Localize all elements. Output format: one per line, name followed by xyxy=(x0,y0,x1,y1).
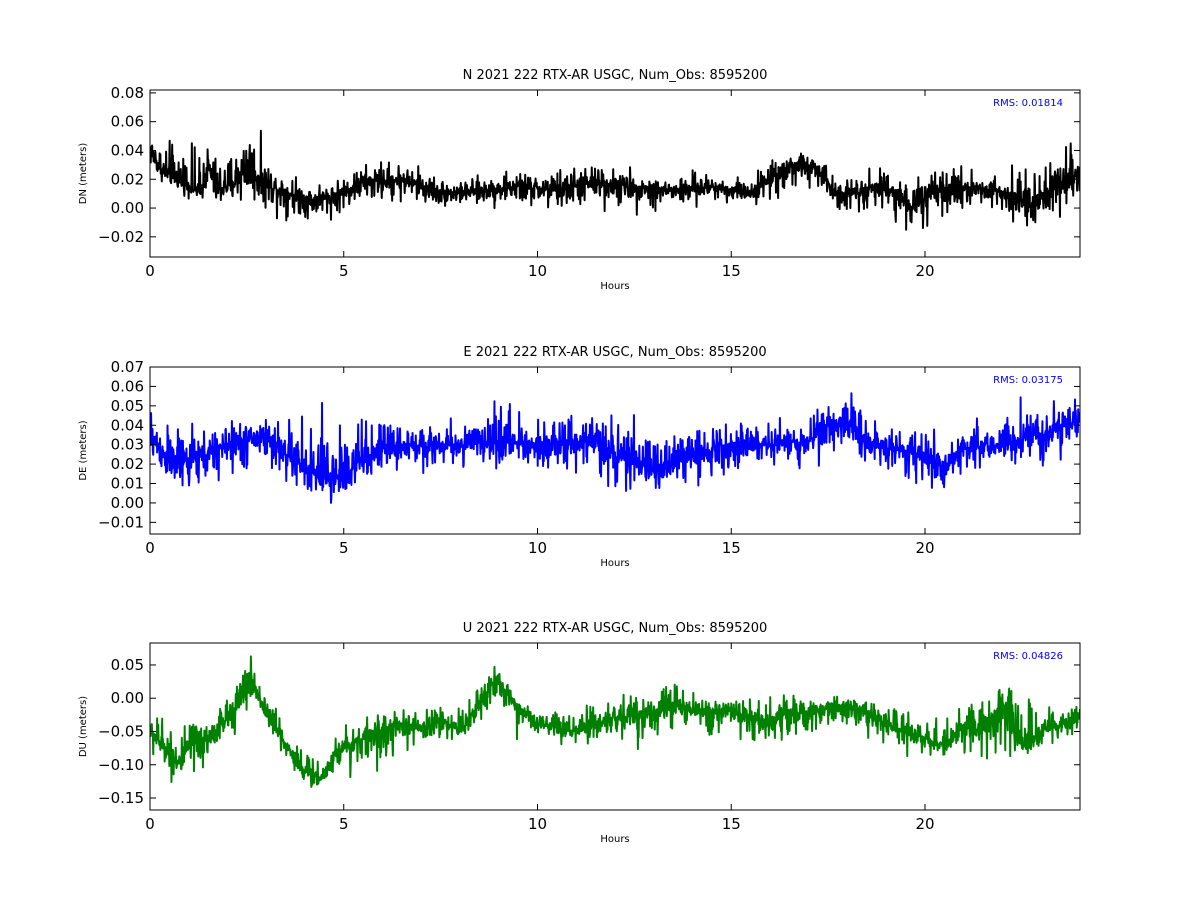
y-tick-label: 0.06 xyxy=(111,113,144,131)
x-tick-label: 15 xyxy=(722,262,741,280)
panel-east-y-axis-label: DE (meters) xyxy=(78,420,89,480)
panel-up-plot xyxy=(150,655,1080,788)
panel-north-frame xyxy=(149,89,1081,258)
panel-north-title: N 2021 222 RTX-AR USGC, Num_Obs: 8595200 xyxy=(463,68,768,83)
y-tick-label: −0.02 xyxy=(98,228,144,246)
y-tick-label: 0.07 xyxy=(111,358,144,376)
x-tick-label: 0 xyxy=(145,262,155,280)
y-tick-label: 0.00 xyxy=(111,494,144,512)
x-tick-label: 10 xyxy=(528,539,547,557)
panel-east-series-line xyxy=(150,392,1080,504)
y-tick-label: 0.04 xyxy=(111,416,144,434)
y-tick-label: 0.06 xyxy=(111,377,144,395)
panel-north-rms-annotation: RMS: 0.01814 xyxy=(993,98,1063,109)
panel-north-y-ticks: −0.02 0.00 0.02 0.04 0.06 0.08 xyxy=(98,84,1080,246)
panel-up-frame xyxy=(149,642,1081,811)
x-tick-label: 0 xyxy=(145,815,155,833)
x-tick-label: 5 xyxy=(339,815,349,833)
y-tick-label: 0.03 xyxy=(111,436,144,454)
panel-east-title: E 2021 222 RTX-AR USGC, Num_Obs: 8595200 xyxy=(463,345,766,360)
x-tick-label: 0 xyxy=(145,539,155,557)
x-tick-label: 20 xyxy=(915,815,934,833)
y-tick-label: −0.05 xyxy=(98,722,144,740)
x-tick-label: 10 xyxy=(528,262,547,280)
panel-east-y-ticks: −0.010.000.01 0.020.03 0.040.05 0.060.07 xyxy=(98,358,1080,531)
panel-north: N 2021 222 RTX-AR USGC, Num_Obs: 8595200… xyxy=(78,68,1081,292)
panel-north-plot xyxy=(150,129,1080,231)
panel-east-plot xyxy=(150,392,1080,504)
y-tick-label: −0.15 xyxy=(98,789,144,807)
y-tick-label: 0.02 xyxy=(111,455,144,473)
y-tick-label: −0.01 xyxy=(98,513,144,531)
x-tick-label: 5 xyxy=(339,539,349,557)
panel-up-title: U 2021 222 RTX-AR USGC, Num_Obs: 8595200 xyxy=(463,621,768,636)
y-tick-label: 0.00 xyxy=(111,199,144,217)
y-tick-label: 0.01 xyxy=(111,475,144,493)
panel-east-x-ticks: 0 5 10 15 20 xyxy=(145,367,935,557)
y-tick-label: −0.10 xyxy=(98,756,144,774)
panel-up-y-axis-label: DU (meters) xyxy=(78,696,89,757)
panel-east-frame xyxy=(149,366,1081,535)
x-tick-label: 15 xyxy=(722,539,741,557)
panel-up-x-axis-label: Hours xyxy=(600,834,629,845)
y-tick-label: 0.05 xyxy=(111,397,144,415)
panel-up: U 2021 222 RTX-AR USGC, Num_Obs: 8595200… xyxy=(78,621,1081,845)
x-tick-label: 20 xyxy=(915,262,934,280)
panel-up-rms-annotation: RMS: 0.04826 xyxy=(993,651,1063,662)
y-tick-label: 0.00 xyxy=(111,689,144,707)
panel-up-series-line xyxy=(150,655,1080,788)
panel-east-rms-annotation: RMS: 0.03175 xyxy=(993,375,1063,386)
panel-north-y-axis-label: DN (meters) xyxy=(78,143,89,205)
x-tick-label: 20 xyxy=(915,539,934,557)
x-tick-label: 10 xyxy=(528,815,547,833)
panel-north-x-ticks: 0 5 10 15 20 xyxy=(145,90,935,280)
x-tick-label: 5 xyxy=(339,262,349,280)
panel-up-y-ticks: −0.15 −0.10 −0.05 0.00 0.05 xyxy=(98,656,1080,807)
y-tick-label: 0.02 xyxy=(111,170,144,188)
panel-north-series-line xyxy=(150,129,1080,231)
x-tick-label: 15 xyxy=(722,815,741,833)
panel-north-x-axis-label: Hours xyxy=(600,281,629,292)
y-tick-label: 0.05 xyxy=(111,656,144,674)
panel-east-x-axis-label: Hours xyxy=(600,558,629,569)
panel-up-x-ticks: 0 5 10 15 20 xyxy=(145,643,935,833)
panel-east: E 2021 222 RTX-AR USGC, Num_Obs: 8595200… xyxy=(78,345,1081,569)
y-tick-label: 0.08 xyxy=(111,84,144,102)
y-tick-label: 0.04 xyxy=(111,141,144,159)
